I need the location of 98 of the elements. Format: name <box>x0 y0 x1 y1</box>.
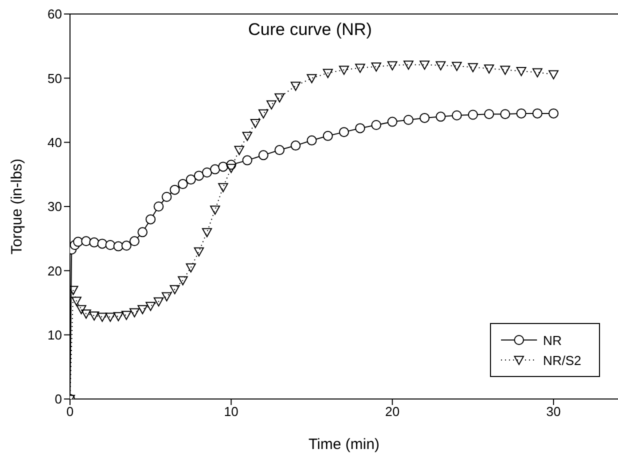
point <box>387 61 398 70</box>
x-tick-label: 30 <box>546 404 561 420</box>
point <box>436 112 446 122</box>
point <box>452 110 462 120</box>
x-axis-title: Time (min) <box>308 436 380 453</box>
point <box>210 206 220 215</box>
y-tick-label: 30 <box>48 199 62 214</box>
point <box>274 145 285 156</box>
point <box>532 68 542 78</box>
point <box>146 302 156 311</box>
point <box>162 292 172 302</box>
point <box>154 202 164 212</box>
point <box>178 276 188 286</box>
point <box>178 179 188 190</box>
point <box>121 240 132 251</box>
point <box>290 140 301 151</box>
point <box>146 214 156 224</box>
point <box>387 116 398 127</box>
point <box>339 127 349 138</box>
point <box>162 192 172 202</box>
point <box>355 123 366 134</box>
point <box>186 174 196 185</box>
point <box>306 135 317 146</box>
point <box>242 132 252 141</box>
x-tick-label: 10 <box>224 404 238 420</box>
point <box>138 305 148 314</box>
legend-label: NR <box>543 332 562 348</box>
point <box>258 109 268 118</box>
point <box>105 240 116 250</box>
point <box>202 167 212 178</box>
y-tick-label: 60 <box>48 6 62 22</box>
point <box>322 130 333 141</box>
point <box>484 64 494 74</box>
point <box>71 296 82 306</box>
point <box>484 109 494 120</box>
point <box>121 310 132 320</box>
point <box>306 74 317 84</box>
point <box>516 108 526 118</box>
point <box>516 67 526 76</box>
point <box>548 70 559 80</box>
point <box>420 112 430 123</box>
point <box>210 164 220 174</box>
point <box>226 164 236 173</box>
point <box>129 308 140 318</box>
point <box>170 184 180 195</box>
x-tick-label: 0 <box>66 404 74 420</box>
point <box>500 109 510 120</box>
point <box>97 238 108 249</box>
point <box>339 66 349 75</box>
y-tick-label: 0 <box>54 392 62 407</box>
legend-label: NR/S2 <box>543 352 582 368</box>
point <box>73 236 84 247</box>
point <box>548 108 559 118</box>
chart-title: Cure curve (NR) <box>247 20 373 40</box>
point <box>500 66 510 75</box>
point <box>170 285 180 294</box>
y-tick-label: 50 <box>48 70 62 86</box>
y-tick-label: 40 <box>48 134 62 150</box>
point <box>186 263 196 272</box>
point <box>274 93 285 102</box>
point <box>468 110 478 120</box>
point <box>194 170 204 181</box>
point <box>452 62 462 71</box>
point <box>218 183 228 192</box>
point <box>420 60 430 70</box>
x-tick-label: 20 <box>385 404 400 420</box>
point <box>250 118 260 128</box>
point <box>371 62 382 72</box>
point <box>194 247 204 256</box>
point <box>290 82 301 91</box>
point <box>403 60 414 70</box>
y-tick-label: 10 <box>48 327 62 342</box>
point <box>113 312 124 322</box>
point <box>258 150 268 160</box>
point <box>403 114 414 125</box>
point <box>242 155 252 166</box>
point <box>468 63 478 72</box>
point <box>105 312 116 322</box>
point <box>202 228 212 238</box>
point <box>76 305 86 314</box>
point <box>129 236 140 246</box>
point <box>322 68 333 78</box>
point <box>371 120 382 130</box>
point <box>234 146 244 156</box>
point <box>154 297 164 306</box>
point <box>266 100 276 110</box>
point <box>81 310 92 319</box>
point <box>436 61 446 70</box>
y-tick-label: 20 <box>48 263 62 278</box>
point <box>97 312 108 322</box>
point <box>138 227 148 238</box>
point <box>532 108 542 118</box>
point <box>218 162 228 172</box>
point <box>89 311 100 321</box>
point <box>89 237 100 248</box>
point <box>355 64 366 73</box>
y-axis-title: Torque (in-lbs) <box>8 158 26 254</box>
point <box>81 236 92 246</box>
